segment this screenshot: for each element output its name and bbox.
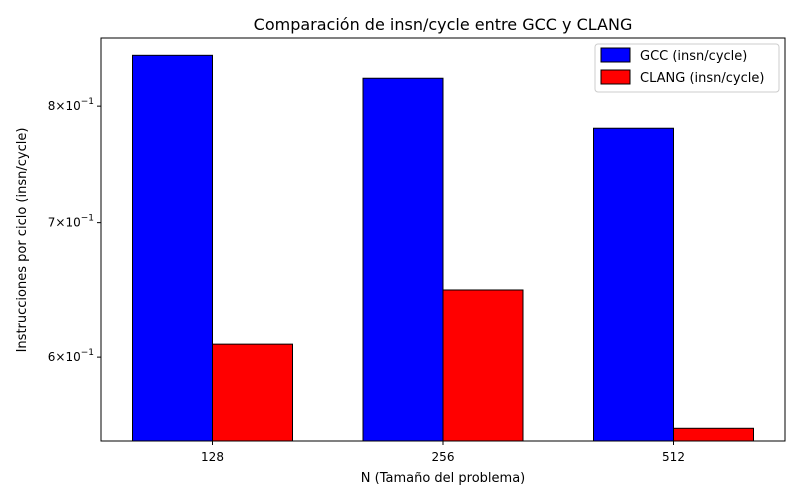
bar-gcc-256 bbox=[362, 77, 444, 442]
y-axis: 6×10−1 7×10−1 8×10−1 bbox=[48, 97, 101, 364]
legend-swatch-clang bbox=[600, 69, 631, 85]
chart-title: Comparación de insn/cycle entre GCC y CL… bbox=[254, 15, 633, 34]
legend-label-gcc: GCC (insn/cycle) bbox=[640, 49, 747, 64]
bar-clang-256 bbox=[442, 289, 524, 442]
bar-gcc-128 bbox=[132, 54, 213, 442]
bars-group bbox=[132, 54, 754, 442]
legend: GCC (insn/cycle) CLANG (insn/cycle) bbox=[594, 43, 780, 93]
legend-swatch-gcc bbox=[600, 47, 631, 63]
y-tick-label: 6×10−1 bbox=[48, 348, 94, 364]
legend-frame bbox=[594, 43, 780, 93]
legend-label-clang: CLANG (insn/cycle) bbox=[640, 71, 764, 86]
x-tick-label: 512 bbox=[662, 450, 685, 464]
x-tick-label: 256 bbox=[432, 450, 455, 464]
y-axis-label: Instrucciones por ciclo (insn/cycle) bbox=[15, 128, 30, 353]
y-tick-label: 7×10−1 bbox=[48, 214, 94, 230]
bar-clang-512 bbox=[673, 427, 754, 442]
x-tick-label: 128 bbox=[201, 450, 224, 464]
bar-clang-128 bbox=[212, 343, 293, 442]
bar-gcc-512 bbox=[593, 127, 674, 442]
x-axis: 128 256 512 bbox=[201, 441, 685, 464]
y-tick-label: 8×10−1 bbox=[48, 97, 94, 113]
x-axis-label: N (Tamaño del problema) bbox=[361, 471, 525, 486]
